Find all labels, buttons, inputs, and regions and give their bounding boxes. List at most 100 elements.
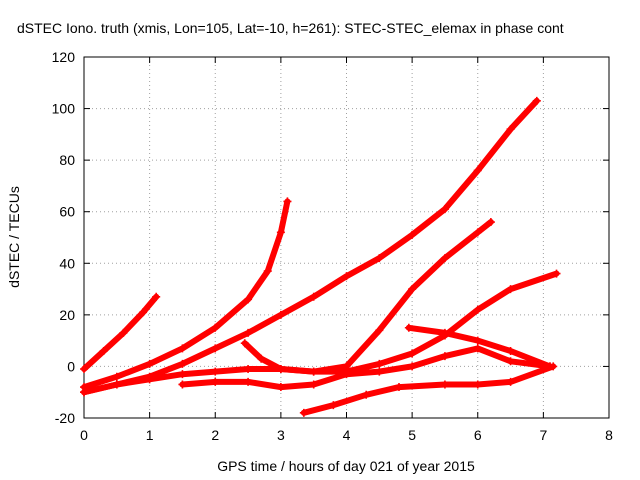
data-point [473, 166, 482, 175]
y-tick-label: -20 [55, 410, 75, 426]
data-point [244, 328, 253, 337]
data-point [375, 326, 384, 335]
axis-ticks [83, 56, 610, 419]
data-point [244, 365, 253, 374]
data-series-1 [80, 292, 161, 374]
data-point [309, 380, 318, 389]
data-point [506, 285, 515, 294]
x-tick-label: 4 [343, 427, 351, 443]
data-point [440, 352, 449, 361]
data-point [283, 197, 292, 206]
data-series-2 [80, 197, 292, 392]
data-point [440, 328, 449, 337]
data-point [145, 375, 154, 384]
data-point [299, 408, 308, 417]
x-tick-label: 5 [408, 427, 416, 443]
data-point [244, 295, 253, 304]
data-point [257, 354, 266, 363]
data-point [309, 292, 318, 301]
chart-title: dSTEC Iono. truth (xmis, Lon=105, Lat=-1… [17, 20, 564, 36]
y-tick-label: 120 [52, 49, 76, 65]
y-tick-label: 80 [59, 152, 75, 168]
y-tick-label: 0 [67, 358, 75, 374]
data-point [375, 367, 384, 376]
data-point [408, 362, 417, 371]
data-point [506, 125, 515, 134]
data-point [473, 336, 482, 345]
data-point [178, 380, 187, 389]
data-point [408, 285, 417, 294]
data-point [112, 372, 121, 381]
data-point [506, 357, 515, 366]
data-point [145, 359, 154, 368]
data-point [178, 359, 187, 368]
data-point [342, 370, 351, 379]
x-tick-label: 2 [211, 427, 219, 443]
data-series-4 [80, 269, 561, 397]
y-tick-label: 100 [52, 101, 76, 117]
x-tick-label: 1 [146, 427, 154, 443]
axis-tick-labels: 0 1 2 3 4 5 6 7 8 -20 0 20 40 60 80 100 120 [52, 49, 613, 443]
data-point [240, 339, 249, 348]
data-point [486, 218, 495, 227]
x-tick-label: 0 [80, 427, 88, 443]
data-point [440, 380, 449, 389]
series-line [241, 219, 494, 375]
data-point [276, 228, 285, 237]
data-point [473, 305, 482, 314]
data-point [178, 344, 187, 353]
data-point [395, 383, 403, 392]
data-series-6 [178, 344, 554, 392]
y-tick-label: 60 [59, 204, 75, 220]
data-point [408, 230, 417, 239]
data-point [99, 346, 108, 355]
data-point [112, 380, 121, 389]
data-point [549, 362, 558, 371]
data-series-8 [299, 362, 558, 417]
data-point [178, 370, 187, 379]
series-line [179, 345, 553, 391]
series-layer [80, 96, 561, 417]
x-axis-label: GPS time / hours of day 021 of year 2015 [217, 458, 475, 474]
data-point [276, 365, 285, 374]
data-point [152, 292, 161, 301]
data-point [506, 377, 515, 386]
data-point [473, 344, 482, 353]
data-point [473, 380, 482, 389]
data-point [473, 228, 482, 237]
data-point [211, 344, 220, 353]
x-tick-label: 7 [539, 427, 547, 443]
data-series-5 [240, 218, 495, 376]
data-point [342, 362, 351, 371]
data-point [342, 272, 351, 281]
data-point [211, 323, 220, 332]
data-point [506, 346, 515, 355]
y-axis-label: dSTEC / TECUs [6, 186, 22, 288]
data-point [211, 367, 220, 376]
data-point [139, 308, 148, 317]
data-point [263, 267, 272, 276]
data-point [532, 96, 541, 105]
data-point [408, 349, 417, 358]
data-point [375, 359, 384, 368]
data-point [440, 254, 449, 263]
x-tick-label: 3 [277, 427, 285, 443]
data-point [404, 323, 413, 332]
x-tick-label: 6 [474, 427, 482, 443]
y-tick-label: 20 [59, 307, 75, 323]
data-point [276, 310, 285, 319]
x-tick-label: 8 [605, 427, 613, 443]
data-point [375, 254, 384, 263]
data-point [440, 205, 449, 214]
data-point [276, 383, 285, 392]
data-point [80, 365, 88, 374]
y-tick-label: 40 [59, 255, 75, 271]
data-point [309, 367, 318, 376]
series-line [300, 363, 557, 416]
data-point [362, 390, 371, 399]
data-point [329, 401, 338, 410]
data-point [211, 377, 220, 386]
data-point [244, 377, 253, 386]
data-point [80, 388, 88, 397]
